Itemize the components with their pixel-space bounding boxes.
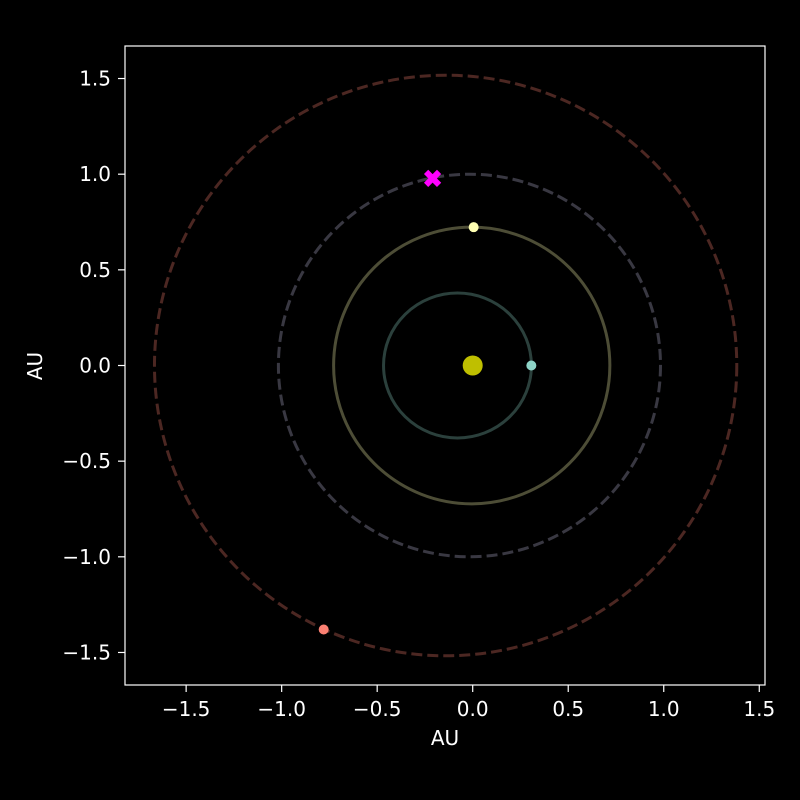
planet-point-1 [526, 360, 537, 371]
y-tick-label: −1.5 [62, 640, 111, 664]
y-tick-label: −1.0 [62, 545, 111, 569]
x-axis-label: AU [431, 726, 459, 750]
points-layer [318, 169, 537, 635]
x-axis-ticks: −1.5 −1.0 −0.5 0.0 0.5 1.0 1.5 [162, 685, 775, 721]
orbit-4 [152, 73, 739, 658]
x-tick-label: 1.5 [743, 697, 775, 721]
planet-point-2 [468, 222, 479, 233]
y-tick-label: 0.5 [79, 258, 111, 282]
x-tick-label: −1.0 [257, 697, 306, 721]
y-tick-label: −0.5 [62, 449, 111, 473]
y-tick-label: 1.5 [79, 67, 111, 91]
orbit-3 [276, 172, 662, 559]
x-marker [423, 169, 442, 188]
x-tick-label: 0.0 [457, 697, 489, 721]
x-tick-label: 1.0 [648, 697, 680, 721]
x-tick-label: −0.5 [353, 697, 402, 721]
y-tick-label: 1.0 [79, 162, 111, 186]
y-axis-label: AU [23, 352, 47, 380]
planet-point-3 [318, 624, 329, 635]
y-tick-label: 0.0 [79, 354, 111, 378]
plot-area-background [125, 46, 765, 685]
y-axis-ticks: 1.5 1.0 0.5 0.0 −0.5 −1.0 −1.5 [62, 67, 125, 664]
sun-point [462, 355, 483, 376]
x-tick-label: −1.5 [162, 697, 211, 721]
x-marker-stroke-2 [423, 169, 442, 188]
x-tick-label: 0.5 [552, 697, 584, 721]
